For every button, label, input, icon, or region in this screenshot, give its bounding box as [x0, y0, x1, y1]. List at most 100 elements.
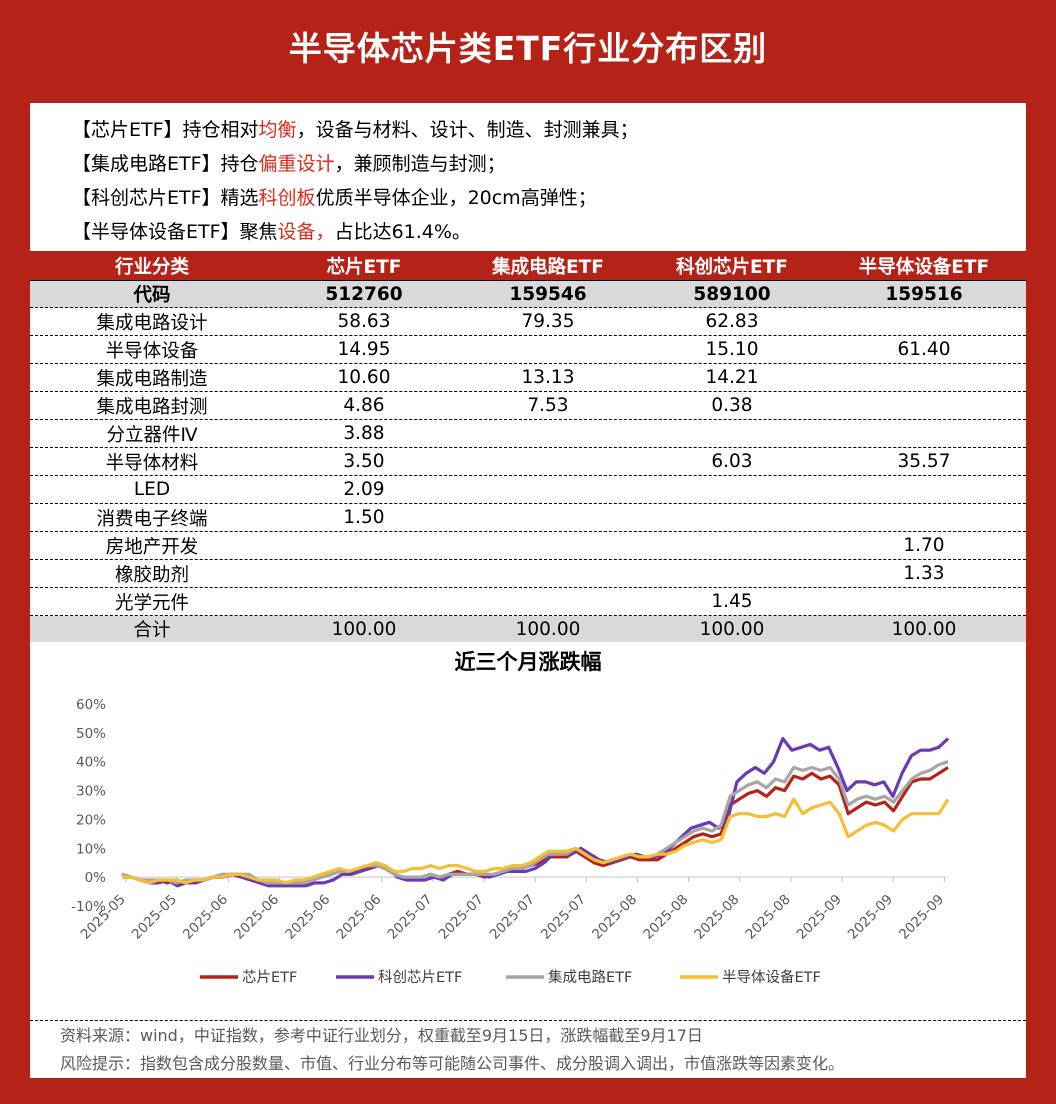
x-tick-label: 2025-07: [436, 892, 487, 943]
value-cell: 7.53: [527, 395, 569, 416]
risk-note: 风险提示：指数包含成分股数量、市值、行业分布等可能随公司事件、成分股调入调出，市…: [60, 1054, 845, 1073]
y-tick-label: 0%: [85, 870, 107, 886]
row-label: 合计: [133, 620, 171, 641]
intro-line: 【芯片ETF】持仓相对均衡，设备与材料、设计、制造、封测兼具；: [72, 113, 1026, 147]
value-cell: 62.83: [705, 311, 759, 332]
x-tick-label: 2025-07: [487, 892, 538, 943]
intro-highlight: 科创板: [258, 187, 316, 209]
value-cell: 159516: [885, 283, 963, 305]
row-label: 集成电路制造: [96, 368, 208, 390]
header-cell: 集成电路ETF: [492, 257, 604, 278]
table-row: 集成电路设计 58.63 79.35 62.83: [30, 308, 1026, 336]
x-tick-label: 2025-06: [282, 892, 333, 943]
intro-highlight: 均衡: [258, 119, 297, 141]
series-line: [122, 797, 950, 885]
value-cell: 2.09: [343, 479, 385, 500]
x-tick-label: 2025-08: [589, 892, 640, 943]
row-label: 房地产开发: [105, 536, 199, 558]
y-tick-label: 10%: [76, 841, 106, 857]
source-note: 资料来源：wind，中证指数，参考中证行业划分，权重截至9月15日，涨跌幅截至9…: [60, 1026, 703, 1045]
series-line: [121, 736, 950, 888]
header-cell: 科创芯片ETF: [676, 257, 788, 278]
y-tick-label: -10%: [71, 899, 106, 915]
x-tick-label: 2025-09: [794, 892, 845, 943]
table-row: 集成电路制造 10.60 13.13 14.21: [30, 364, 1026, 392]
x-tick-label: 2025-08: [743, 892, 794, 943]
holdings-table: 代码 512760 159546 589100 159516 集成电路设计 58.63 79.…: [30, 280, 1026, 644]
legend-label: 集成电路ETF: [548, 969, 632, 986]
value-cell: 61.40: [897, 339, 951, 360]
value-cell: 100.00: [331, 618, 397, 640]
legend-label: 科创芯片ETF: [378, 969, 462, 986]
intro-text: ，设备与材料、设计、制造、封测兼具；: [296, 119, 639, 141]
y-tick-label: 50%: [76, 726, 106, 742]
value-cell: 589100: [693, 283, 771, 305]
value-cell: 1.33: [903, 563, 945, 584]
table-header: 行业分类 芯片ETF 集成电路ETF 科创芯片ETF 半导体设备ETF: [30, 252, 1026, 280]
value-cell: 58.63: [337, 311, 391, 332]
table-row: 光学元件 1.45: [30, 588, 1026, 616]
value-cell: 10.60: [337, 367, 391, 388]
table-row: 半导体设备 14.95 15.10 61.40: [30, 336, 1026, 364]
page-title: 半导体芯片类ETF行业分布区别: [288, 29, 768, 68]
value-cell: 14.95: [337, 339, 391, 360]
intro-highlight: 偏重设计: [258, 153, 335, 175]
value-cell: 159546: [509, 283, 587, 305]
value-cell: 0.38: [711, 395, 753, 416]
intro-text: 【半导体设备ETF】聚焦: [72, 221, 278, 243]
value-cell: 14.21: [705, 367, 759, 388]
value-cell: 100.00: [699, 618, 765, 640]
x-tick-label: 2025-06: [231, 892, 282, 943]
intro-text: 【芯片ETF】持仓相对: [72, 119, 259, 141]
row-label: 集成电路封测: [96, 396, 208, 418]
table-row: 橡胶助剂 1.33: [30, 560, 1026, 588]
legend-label: 芯片ETF: [242, 969, 297, 986]
intro-line: 【集成电路ETF】持仓偏重设计，兼顾制造与封测；: [72, 147, 1026, 181]
value-cell: 3.88: [343, 423, 385, 444]
value-cell: 13.13: [521, 367, 575, 388]
header-cell: 半导体设备ETF: [858, 257, 990, 278]
intro-panel: 【芯片ETF】持仓相对均衡，设备与材料、设计、制造、封测兼具； 【集成电路ETF…: [30, 103, 1026, 251]
table-row: 消费电子终端 1.50: [30, 504, 1026, 532]
intro-line: 【半导体设备ETF】聚焦设备，占比达61.4%。: [72, 215, 1026, 249]
x-tick-label: 2025-07: [538, 892, 589, 943]
header-cell: 芯片ETF: [326, 257, 402, 278]
row-label: 分立器件Ⅳ: [106, 424, 198, 446]
value-cell: 100.00: [515, 618, 581, 640]
value-cell: 1.45: [711, 591, 753, 612]
intro-text: 【集成电路ETF】持仓: [72, 153, 259, 175]
x-tick-label: 2025-06: [180, 892, 231, 943]
value-cell: 6.03: [711, 451, 753, 472]
row-label: 半导体材料: [105, 452, 199, 474]
intro-text: 【科创芯片ETF】精选: [72, 187, 259, 209]
x-tick-label: 2025-06: [333, 892, 384, 943]
header-cell: 行业分类: [114, 257, 189, 278]
intro-highlight: 设备，: [277, 221, 335, 243]
y-tick-label: 30%: [76, 784, 106, 800]
value-cell: 1.70: [903, 535, 945, 556]
row-label: 半导体设备: [105, 340, 199, 362]
value-cell: 79.35: [521, 311, 575, 332]
value-cell: 100.00: [891, 618, 957, 640]
intro-text: 占比达61.4%。: [334, 221, 471, 243]
code-row: 代码 512760 159546 589100 159516: [30, 280, 1026, 308]
table-row: 半导体材料 3.50 6.03 35.57: [30, 448, 1026, 476]
x-tick-label: 2025-08: [691, 892, 742, 943]
y-tick-label: 40%: [76, 755, 106, 771]
x-tick-label: 2025-08: [640, 892, 691, 943]
footer: 资料来源：wind，中证指数，参考中证行业划分，权重截至9月15日，涨跌幅截至9…: [30, 1020, 1026, 1078]
x-tick-label: 2025-07: [385, 892, 436, 943]
x-tick-label: 2025-09: [845, 892, 896, 943]
performance-chart: 近三个月涨跌幅 -10% 0% 10% 20% 30% 40% 50% 60% 2025-05 2…: [30, 642, 1026, 1020]
chart-title: 近三个月涨跌幅: [454, 650, 602, 674]
row-label: 橡胶助剂: [114, 564, 189, 586]
legend-label: 半导体设备ETF: [722, 969, 821, 986]
x-tick-label: 2025-09: [896, 892, 947, 943]
row-label: 代码: [133, 285, 171, 306]
table-row: 集成电路封测 4.86 7.53 0.38: [30, 392, 1026, 420]
intro-line: 【科创芯片ETF】精选科创板优质半导体企业，20cm高弹性；: [72, 181, 1026, 215]
row-label: 光学元件: [114, 592, 189, 614]
y-tick-label: 20%: [76, 812, 106, 828]
value-cell: 512760: [325, 283, 403, 305]
